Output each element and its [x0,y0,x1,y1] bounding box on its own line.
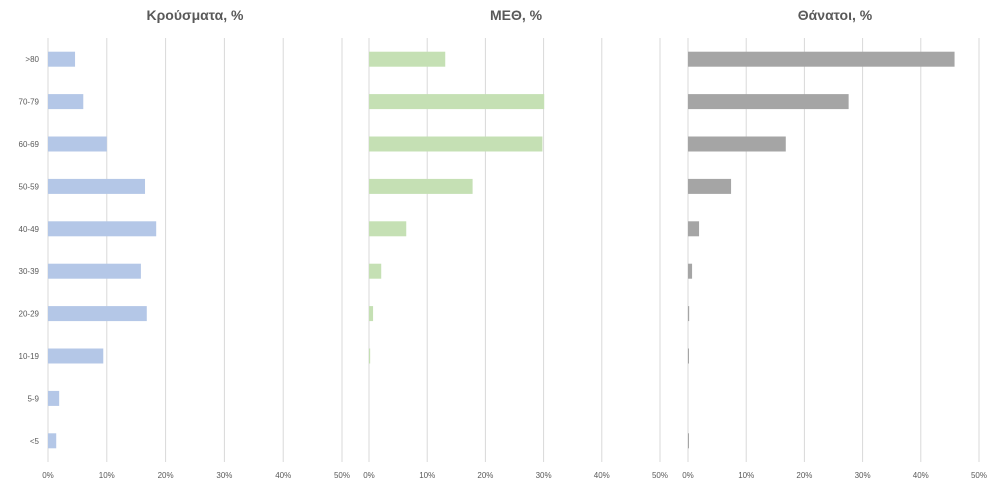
bar [48,51,76,67]
x-tick-label: 40% [275,471,291,480]
bar [688,51,955,67]
bar [369,306,374,322]
x-tick-label: 0% [363,471,375,480]
y-category-label: 5-9 [27,394,39,403]
x-tick-label: 50% [652,471,668,480]
y-category-label: 70-79 [19,98,40,107]
bar [48,390,60,406]
bar [369,178,473,194]
y-category-label: 60-69 [19,140,40,149]
x-tick-label: 30% [536,471,552,480]
bar [688,136,786,152]
bar [688,263,693,279]
bar [48,221,157,237]
x-tick-label: 10% [419,471,435,480]
x-tick-label: 40% [594,471,610,480]
bar [688,94,849,110]
chart-title: Θάνατοι, % [798,7,873,23]
y-category-label: <5 [30,437,40,446]
bar [369,51,446,67]
bar [369,221,407,237]
bar [48,94,84,110]
chart-title: Κρούσματα, % [147,7,244,23]
x-tick-label: 10% [738,471,754,480]
x-tick-label: 0% [682,471,694,480]
y-category-label: 50-59 [19,182,40,191]
x-tick-label: 20% [796,471,812,480]
x-tick-label: 10% [99,471,115,480]
y-category-label: 40-49 [19,225,40,234]
x-tick-label: 20% [158,471,174,480]
y-category-label: 10-19 [19,352,40,361]
bar [48,178,146,194]
y-category-label: 30-39 [19,267,40,276]
bar [688,348,689,364]
bar [369,94,545,110]
x-tick-label: 20% [477,471,493,480]
bar [369,348,371,364]
bar [369,263,382,279]
y-category-label: 20-29 [19,310,40,319]
bar [688,306,690,322]
bar [369,136,543,152]
bar [688,433,689,449]
chart-title: ΜΕΘ, % [490,7,543,23]
y-category-label: >80 [25,55,39,64]
x-tick-label: 30% [216,471,232,480]
bar [48,263,141,279]
bar [48,136,107,152]
x-tick-label: 50% [971,471,987,480]
bar [48,433,57,449]
x-tick-label: 40% [913,471,929,480]
x-tick-label: 0% [42,471,54,480]
x-tick-label: 30% [855,471,871,480]
bar [688,221,700,237]
x-tick-label: 50% [334,471,350,480]
bar [48,306,147,322]
bar [688,178,732,194]
bar [48,348,104,364]
